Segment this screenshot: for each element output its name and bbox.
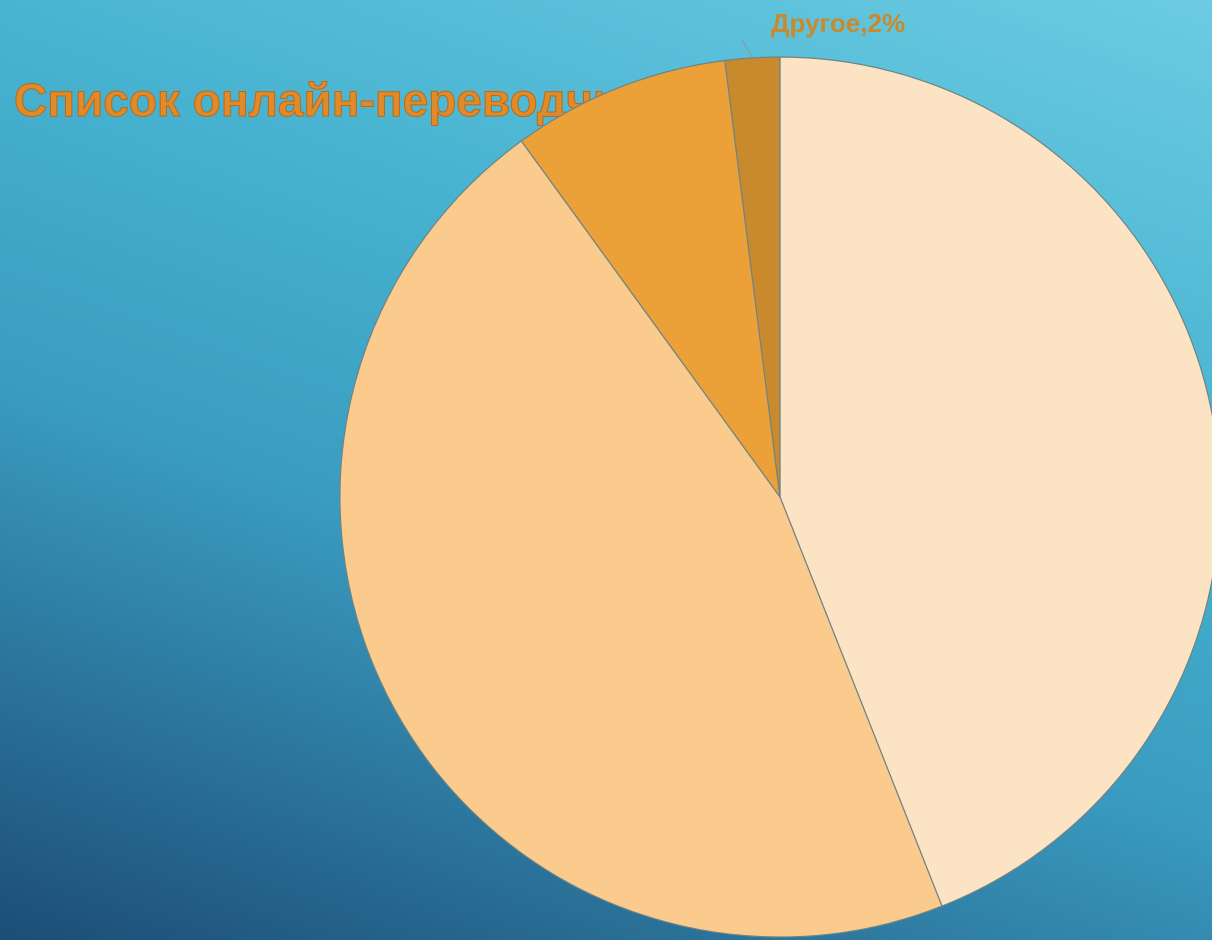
chart-title: Список онлайн-переводчиков bbox=[14, 74, 700, 126]
pie-slice bbox=[520, 59, 781, 498]
pie-slice bbox=[779, 56, 1212, 907]
data-label: Другое,2% bbox=[771, 8, 905, 38]
leader-line bbox=[741, 39, 753, 59]
pie-slice bbox=[339, 140, 943, 938]
slices bbox=[339, 56, 1212, 938]
